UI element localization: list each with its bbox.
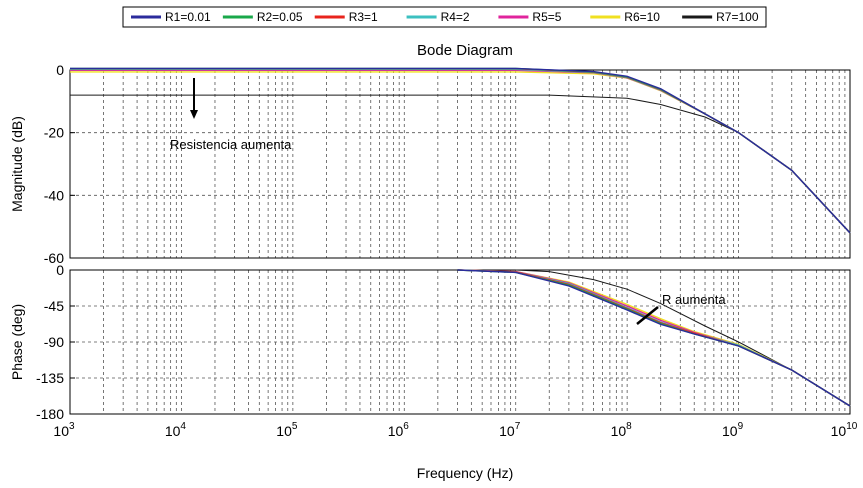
xtick-label: 106	[388, 421, 410, 439]
legend-label-4: R4=2	[441, 10, 470, 24]
legend-label-1: R1=0.01	[165, 10, 211, 24]
xtick-label: 107	[499, 421, 521, 439]
phase-series-r4	[457, 269, 851, 407]
xtick-label: 104	[165, 421, 187, 439]
phase-annotation: R aumenta	[662, 292, 726, 307]
phase-panel: 0 -45 -90 -135 -180 Phase (deg) R aumenta	[9, 262, 851, 422]
magnitude-arrow-head	[190, 110, 198, 119]
magnitude-series-r7	[70, 94, 851, 234]
chart-title: Bode Diagram	[417, 42, 513, 59]
phase-ytick-label: 0	[56, 262, 64, 278]
phase-ylabel: Phase (deg)	[9, 304, 25, 380]
legend-label-6: R6=10	[624, 10, 660, 24]
magnitude-ytick-label: -60	[44, 250, 64, 266]
phase-ytick-label: -45	[44, 298, 64, 314]
magnitude-ytick-label: -40	[44, 187, 64, 203]
legend-label-5: R5=5	[532, 10, 561, 24]
legend-box	[122, 6, 767, 28]
phase-series-r7	[515, 269, 851, 407]
phase-series-r5	[457, 269, 851, 407]
phase-ytick-label: -90	[44, 334, 64, 350]
xtick-label: 109	[722, 421, 744, 439]
legend: R1=0.01 R2=0.05 R3=1 R4=2 R5=5 R6=10 R7=100	[122, 6, 767, 28]
magnitude-ylabel: Magnitude (dB)	[9, 116, 25, 212]
magnitude-axes-frame	[69, 69, 851, 259]
phase-series-r3	[457, 269, 851, 407]
xlabel: Frequency (Hz)	[417, 465, 513, 481]
phase-ytick-label: -135	[36, 370, 64, 386]
xtick-label: 108	[611, 421, 633, 439]
legend-label-3: R3=1	[349, 10, 378, 24]
xtick-label: 1010	[831, 421, 858, 439]
phase-series-r6	[457, 269, 851, 407]
magnitude-annotation: Resistencia aumenta	[170, 137, 292, 152]
legend-label-7: R7=100	[716, 10, 759, 24]
legend-label-2: R2=0.05	[257, 10, 303, 24]
phase-arrow	[636, 306, 659, 325]
magnitude-series-r1	[70, 67, 851, 234]
phase-series-r1	[457, 269, 851, 407]
magnitude-ytick-label: -20	[44, 125, 64, 141]
magnitude-panel: 0 -20 -40 -60 Magnitude (dB) Resistencia aume…	[9, 62, 851, 266]
xtick-label: 105	[276, 421, 298, 439]
magnitude-series-r6	[70, 71, 851, 234]
phase-series-r2	[457, 269, 851, 407]
xtick-label: 103	[53, 421, 75, 439]
magnitude-ytick-label: 0	[56, 62, 64, 78]
phase-ytick-label: -180	[36, 406, 64, 422]
